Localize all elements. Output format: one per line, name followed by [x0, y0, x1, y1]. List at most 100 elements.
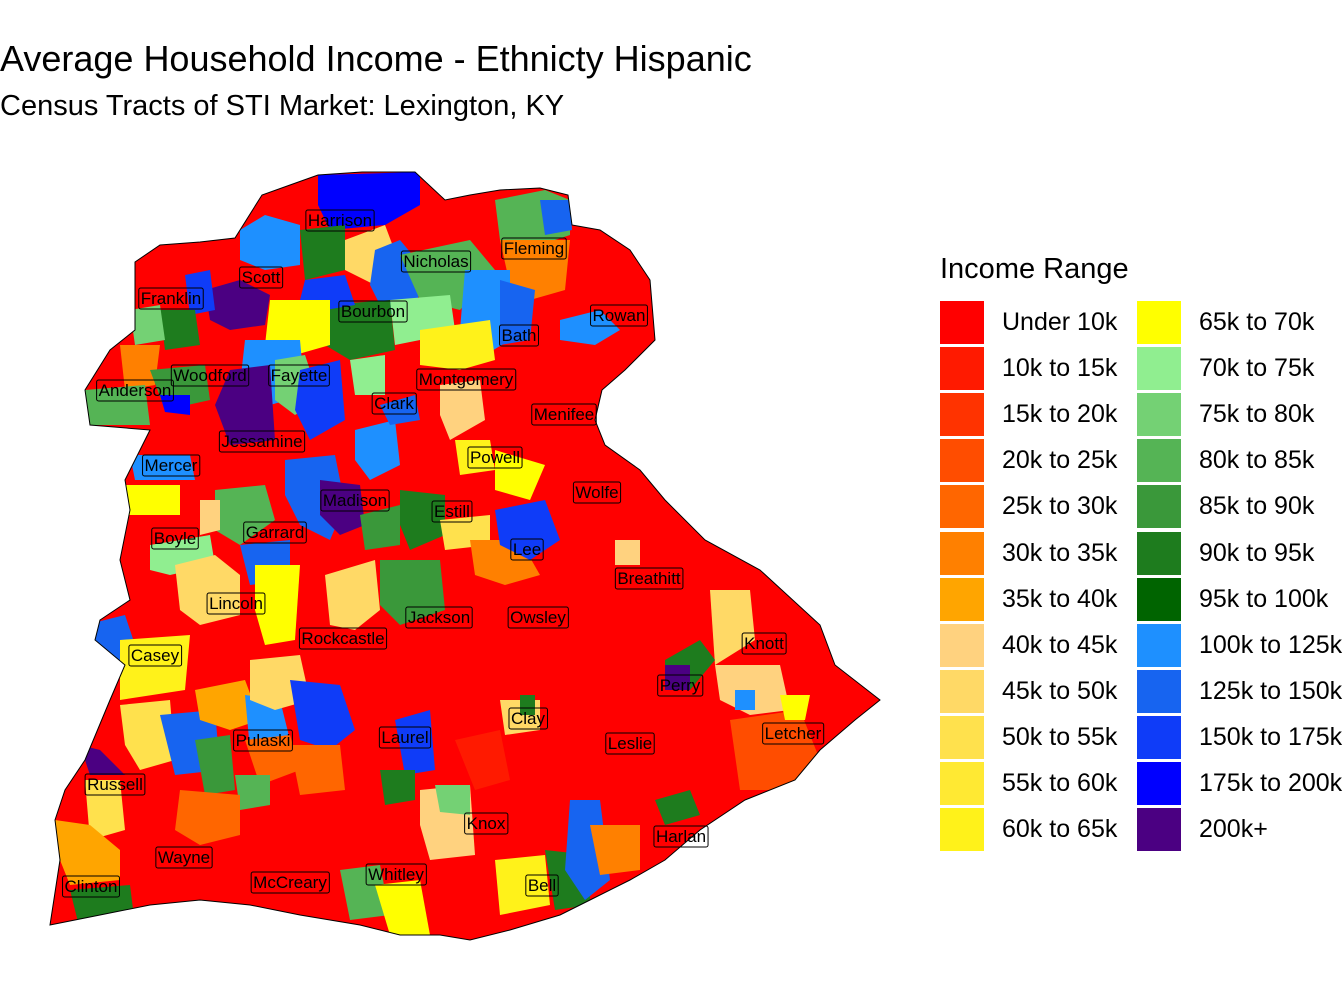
county-label: Mercer: [142, 454, 201, 477]
map-title: Average Household Income - Ethnicty Hisp…: [0, 38, 752, 79]
county-label-box: [233, 729, 293, 752]
county-label: Clay: [508, 707, 549, 730]
county-label-text: Knox: [467, 814, 506, 833]
county-label: Whitley: [365, 863, 427, 886]
tract: [340, 865, 390, 920]
county-label-text: Anderson: [99, 381, 172, 400]
tract: [325, 300, 395, 360]
tract: [395, 710, 435, 775]
county-label: Rowan: [590, 304, 648, 327]
legend-swatch: [1137, 439, 1181, 483]
county-label-text: Perry: [660, 676, 701, 695]
county-label-box: [501, 237, 567, 260]
county-label-box: [371, 392, 417, 415]
legend-label: 10k to 15k: [1002, 354, 1118, 383]
tract: [455, 730, 510, 790]
county-label: Bath: [499, 324, 539, 347]
county-label-box: [320, 489, 390, 512]
tract: [590, 825, 640, 875]
tract: [175, 555, 240, 625]
county-label: Powell: [467, 446, 523, 469]
tract: [195, 680, 260, 730]
tract: [160, 395, 190, 415]
legend-title: Income Range: [940, 253, 1129, 285]
tract: [495, 855, 550, 915]
tract: [205, 280, 270, 330]
county-label-text: Wayne: [158, 848, 210, 867]
legend-swatch: [1137, 393, 1181, 437]
county-label-box: [653, 825, 709, 848]
county-label-text: Harlan: [656, 827, 706, 846]
legend-label: 90k to 95k: [1199, 538, 1315, 567]
tract: [235, 775, 270, 810]
county-label-text: Powell: [470, 448, 520, 467]
county-label-box: [510, 538, 544, 561]
county-label-text: Knott: [744, 634, 784, 653]
county-label-box: [525, 874, 559, 897]
tract: [360, 505, 400, 550]
county-label: Woodford: [170, 364, 250, 387]
tract: [320, 480, 365, 535]
legend-label: 50k to 55k: [1002, 722, 1118, 751]
county-label: Madison: [320, 489, 390, 512]
tract: [380, 560, 445, 625]
county-label: Garrard: [243, 521, 307, 544]
county-label: Montgomery: [416, 368, 517, 391]
county-label-box: [590, 304, 648, 327]
county-label: Nicholas: [400, 250, 472, 273]
county-label-box: [239, 266, 284, 289]
county-label-box: [250, 871, 330, 894]
county-label-box: [416, 368, 517, 391]
legend-label: 200k+: [1199, 815, 1268, 844]
county-label: Wayne: [155, 846, 213, 869]
county-label-text: Bell: [528, 876, 556, 895]
legend-swatch: [1137, 347, 1181, 391]
legend-label: 55k to 60k: [1002, 769, 1118, 797]
legend-label: 85k to 90k: [1199, 492, 1315, 521]
tract: [520, 695, 535, 715]
county-label-box: [467, 446, 523, 469]
county-label-text: Woodford: [173, 366, 246, 385]
legend-label: 45k to 50k: [1002, 676, 1118, 705]
county-label-text: Rowan: [593, 306, 646, 325]
tract: [200, 500, 220, 535]
county-label-text: Breathitt: [617, 569, 681, 588]
county-label-box: [243, 521, 307, 544]
tract: [255, 565, 300, 645]
tract: [380, 770, 415, 805]
county-label-box: [128, 644, 183, 667]
county-label-box: [507, 606, 569, 629]
tract: [130, 305, 165, 345]
county-label-text: Jessamine: [221, 432, 302, 451]
legend-label: 95k to 100k: [1199, 584, 1329, 613]
legend-label: 35k to 40k: [1002, 584, 1118, 613]
legend-swatch: [940, 301, 984, 344]
legend-swatch: [940, 808, 984, 852]
legend-swatch: [1137, 669, 1181, 713]
county-label-box: [142, 454, 201, 477]
county-label: Boyle: [151, 527, 199, 550]
tract: [435, 785, 470, 815]
market-outline: [49, 171, 881, 941]
county-label-box: [378, 726, 432, 749]
legend-swatch: [940, 715, 984, 759]
map-subtitle: Census Tracts of STI Market: Lexington, …: [0, 90, 565, 122]
county-label-text: Bourbon: [341, 302, 405, 321]
tract: [500, 280, 535, 345]
county-label-text: Madison: [323, 491, 387, 510]
tract: [655, 790, 700, 825]
legend-swatch: [940, 531, 984, 575]
county-label-text: Whitley: [368, 865, 424, 884]
tract: [290, 680, 355, 750]
county-labels: Harrison Nicholas Fleming Scott Franklin Bour…: [62, 209, 825, 898]
county-label-box: [464, 812, 509, 835]
county-label-text: Scott: [242, 268, 281, 287]
county-label: Bell: [525, 874, 559, 897]
county-label-text: Clinton: [65, 877, 118, 896]
legend-swatch: [1137, 485, 1181, 529]
tract: [295, 360, 345, 440]
county-label-text: Laurel: [381, 728, 428, 747]
tract: [318, 172, 420, 230]
county-label: Laurel: [378, 726, 432, 749]
county-label-box: [605, 732, 655, 755]
